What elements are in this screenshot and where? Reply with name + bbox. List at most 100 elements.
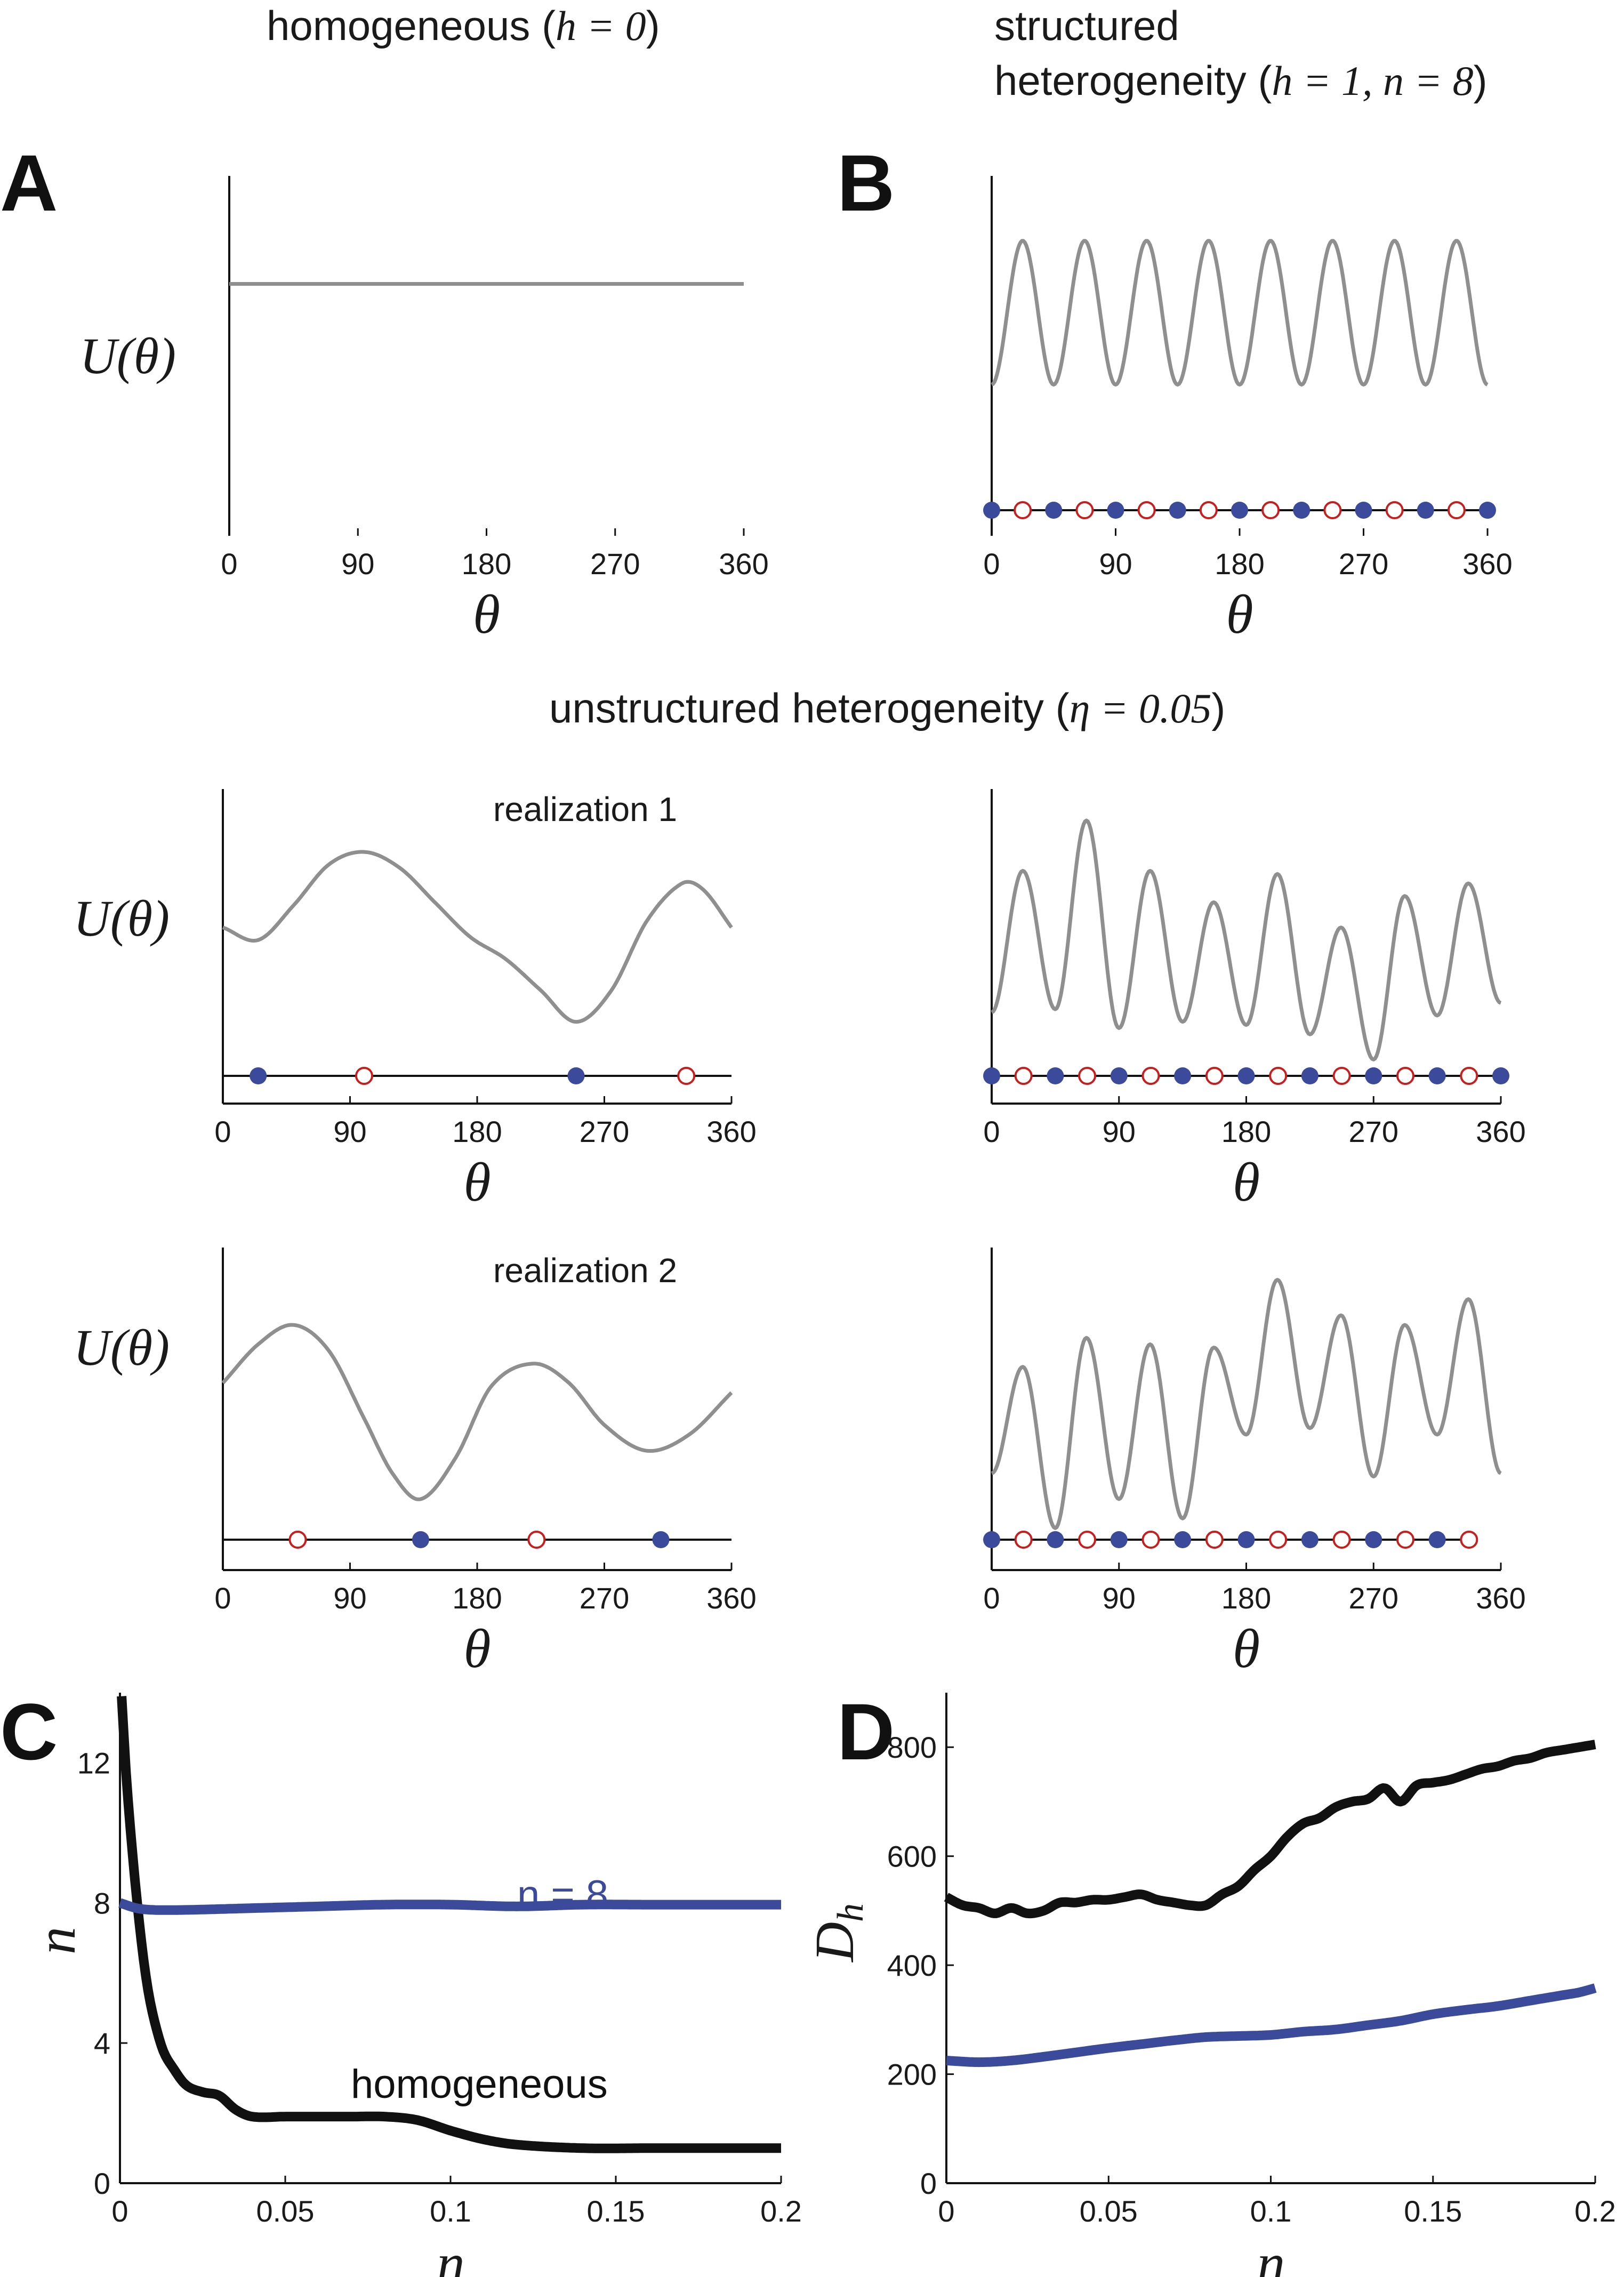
stable-point [983,502,1000,519]
x-tick-label: 90 [1099,547,1132,581]
x-tick-label: 0.1 [1250,2194,1292,2228]
x-tick-label: 270 [580,1115,629,1148]
x-tick-label: 360 [706,1115,756,1148]
annotation-homogeneous: homogeneous [351,2062,608,2107]
x-axis-label: θ [473,584,500,645]
x-axis-label: η [1257,2233,1285,2277]
unstable-point [1137,501,1156,519]
x-tick-label: 360 [1476,1581,1525,1615]
stable-point [1110,1067,1128,1084]
x-axis-label: θ [463,1618,491,1679]
stable-point [1047,1067,1064,1084]
x-tick-label: 0 [111,2194,128,2228]
stable-point [250,1067,267,1084]
stable-point [1174,1531,1192,1548]
series-homogeneous [944,1740,1598,1919]
unstable-point [1261,501,1280,519]
unstable-point [1014,1067,1033,1085]
x-tick-label: 90 [1103,1581,1136,1615]
x-axis-label: θ [463,1152,491,1213]
x-axis-label: θ [1233,1618,1260,1679]
x-tick-label: 180 [462,547,511,581]
x-tick-label: 270 [590,547,640,581]
y-tick-label: 600 [887,1840,937,1873]
y-tick-label: 800 [887,1731,937,1764]
stable-point [412,1531,429,1548]
annotation-n8: n = 8 [517,1872,608,1918]
x-tick-label: 360 [1462,547,1512,581]
x-tick-label: 270 [1349,1581,1398,1615]
x-tick-label: 180 [452,1581,502,1615]
y-tick-label: 0 [94,2167,110,2200]
x-tick-label: 0.15 [587,2194,645,2228]
x-tick-label: 360 [1476,1115,1525,1148]
x-tick-label: 90 [333,1581,366,1615]
chart-c: 0 0.05 0.1 0.15 0.2 0 4 8 12 η n n = 8 homogeneous [26,1693,802,2277]
stable-point [1428,1067,1446,1084]
y-axis-label: U(θ) [74,1319,170,1376]
unstable-point [1396,1531,1414,1549]
stable-point [1047,1531,1064,1548]
realization-1-label: realization 1 [493,790,677,828]
x-tick-label: 360 [719,547,768,581]
unstable-point [1205,1067,1224,1085]
x-tick-label: 270 [1339,547,1388,581]
potential-curve [222,850,733,1024]
x-tick-label: 180 [452,1115,502,1148]
unstable-point [1332,1067,1351,1085]
stable-point [1237,1067,1255,1084]
stable-point [983,1067,1000,1084]
y-tick-label: 0 [920,2167,937,2200]
chart-a: 0 90 180 270 360 θ U(θ) [80,176,769,645]
heading-structured-line2: heterogeneity (h = 1, n = 8) [994,57,1488,104]
unstable-point [1323,501,1342,519]
y-axis-label: U(θ) [74,890,170,947]
x-tick-label: 180 [1215,547,1264,581]
unstable-point [355,1067,373,1085]
heading-structured-line1: structured [994,2,1179,49]
stable-point [1479,502,1496,519]
unstable-point [1078,1067,1097,1085]
unstable-point [1141,1067,1160,1085]
y-tick-label: 12 [77,1746,110,1780]
x-tick-label: 180 [1221,1115,1271,1148]
chart-r1_homog: 0 90 180 270 360 θ U(θ) [74,789,757,1213]
stable-point [1169,502,1186,519]
unstable-point [1199,501,1218,519]
x-tick-label: 0 [983,547,1000,581]
panel-letter-c: C [0,1687,58,1776]
panel-letter-d: D [837,1687,895,1776]
potential-curve [991,818,1502,1061]
stable-point [1355,502,1372,519]
x-tick-label: 0.15 [1404,2194,1462,2228]
x-tick-label: 0.05 [256,2194,315,2228]
stable-point [1417,502,1434,519]
series-n8 [944,1983,1598,2067]
stable-point [1492,1067,1509,1084]
unstable-point [1269,1531,1288,1549]
potential-curve [221,1323,733,1501]
x-tick-label: 0 [938,2194,954,2228]
unstable-point [1332,1531,1351,1549]
stable-point [1365,1531,1382,1548]
unstable-point [1396,1067,1414,1085]
unstable-point [1141,1531,1160,1549]
unstable-point [1014,501,1032,519]
y-tick-label: 400 [887,1949,937,1982]
chart-r1_struct: 0 90 180 270 360 θ [983,789,1526,1213]
potential-curve [991,239,1489,387]
unstable-point [1014,1531,1033,1549]
x-tick-label: 360 [706,1581,756,1615]
stable-point [1107,502,1124,519]
y-axis-label: n [26,1927,87,1954]
series-n8 [117,1898,784,1915]
stable-point [1237,1531,1255,1548]
x-tick-label: 90 [333,1115,366,1148]
x-tick-label: 0 [983,1581,1000,1615]
stable-point [1174,1067,1192,1084]
y-tick-label: 200 [887,2058,937,2091]
x-tick-label: 270 [1349,1115,1398,1148]
panel-letter-b: B [837,138,895,228]
unstable-point [1385,501,1404,519]
